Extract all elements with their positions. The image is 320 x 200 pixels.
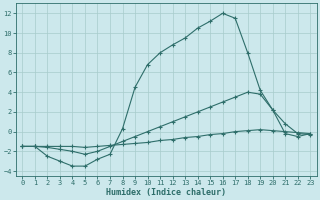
X-axis label: Humidex (Indice chaleur): Humidex (Indice chaleur)	[106, 188, 226, 197]
